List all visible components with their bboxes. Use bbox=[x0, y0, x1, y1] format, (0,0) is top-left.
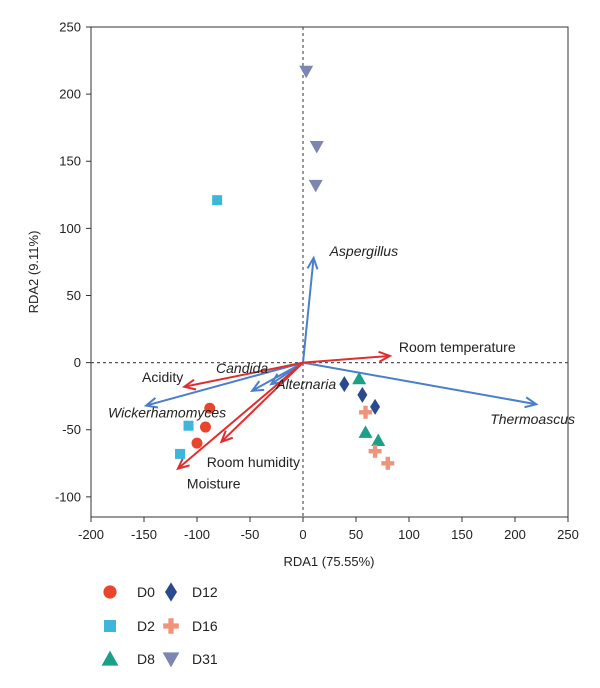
vector-arrowhead bbox=[181, 378, 197, 391]
vector-label: Room humidity bbox=[207, 454, 300, 470]
legend-marker bbox=[163, 618, 179, 634]
vector-arrowhead bbox=[524, 396, 539, 409]
vector-arrows bbox=[143, 255, 539, 471]
vector-label: Room temperature bbox=[399, 339, 516, 355]
point-d8 bbox=[352, 371, 367, 385]
y-tick-label: -100 bbox=[55, 489, 81, 504]
vector-arrowhead bbox=[219, 430, 234, 444]
legend-label: D8 bbox=[137, 651, 155, 667]
legend-item-d0: D0 bbox=[103, 584, 155, 600]
point-d31 bbox=[299, 65, 314, 79]
point-d16 bbox=[381, 456, 395, 470]
vector-shaft bbox=[302, 354, 390, 364]
x-axis-label: RDA1 (75.55%) bbox=[283, 554, 374, 569]
point-d31 bbox=[309, 140, 324, 154]
vector-label: Wickerhamomyces bbox=[108, 405, 226, 421]
vector-shaft bbox=[302, 361, 537, 406]
sample-points bbox=[175, 65, 395, 470]
legend-item-d2: D2 bbox=[104, 618, 155, 634]
legend-label: D16 bbox=[192, 618, 218, 634]
vector-arrow bbox=[143, 361, 304, 409]
y-tick-label: -50 bbox=[62, 422, 81, 437]
vector-arrow bbox=[181, 361, 304, 391]
point-d0 bbox=[199, 421, 211, 433]
point-d8 bbox=[358, 425, 373, 438]
legend-label: D0 bbox=[137, 584, 155, 600]
y-tick-label: 200 bbox=[59, 87, 81, 102]
point-d8 bbox=[371, 433, 386, 446]
legend-item-d16: D16 bbox=[163, 618, 218, 634]
vector-labels: Aspergillus Thermoascus Candida Alternaria W… bbox=[108, 243, 575, 492]
plot-frame bbox=[90, 26, 569, 518]
y-axis-label: RDA2 (9.11%) bbox=[26, 231, 41, 314]
y-tick-label: 150 bbox=[59, 154, 81, 169]
y-tick-label: 0 bbox=[74, 355, 81, 370]
x-tick-label: 250 bbox=[557, 527, 579, 542]
point-d16 bbox=[368, 444, 382, 458]
point-d12 bbox=[339, 376, 350, 393]
y-tick-label: 50 bbox=[67, 288, 81, 303]
vector-arrow bbox=[176, 361, 304, 471]
point-d2 bbox=[212, 195, 223, 206]
vector-shaft bbox=[177, 361, 304, 470]
vector-label: Alternaria bbox=[275, 376, 336, 392]
legend-label: D31 bbox=[192, 651, 218, 667]
legend-marker bbox=[162, 652, 180, 668]
x-tick-label: 150 bbox=[451, 527, 473, 542]
legend-label: D12 bbox=[192, 584, 218, 600]
vector-shaft bbox=[220, 361, 304, 443]
vector-arrow bbox=[219, 361, 304, 444]
vector-label: Acidity bbox=[142, 369, 183, 385]
legend-marker bbox=[103, 585, 117, 599]
legend-label: D2 bbox=[137, 618, 155, 634]
x-tick-label: 100 bbox=[398, 527, 420, 542]
legend-item-d31: D31 bbox=[162, 651, 218, 668]
vector-arrow bbox=[302, 350, 393, 364]
y-axis-ticks: -100 -50 0 50 100 150 200 250 bbox=[55, 20, 91, 504]
x-tick-label: 50 bbox=[349, 527, 363, 542]
zero-lines bbox=[91, 27, 568, 517]
point-d0 bbox=[204, 402, 216, 414]
vector-shaft bbox=[184, 361, 304, 388]
vector-shaft bbox=[145, 361, 304, 407]
vector-label: Thermoascus bbox=[490, 411, 575, 427]
vector-label: Candida bbox=[216, 360, 268, 376]
x-axis-ticks: -200 -150 -100 -50 0 50 100 150 200 250 bbox=[78, 517, 579, 542]
y-tick-label: 250 bbox=[59, 20, 81, 35]
point-d16 bbox=[359, 405, 373, 419]
x-tick-label: 0 bbox=[299, 527, 306, 542]
legend-item-d12: D12 bbox=[165, 582, 218, 602]
x-tick-label: -200 bbox=[78, 527, 104, 542]
legend-marker bbox=[104, 620, 116, 632]
vector-arrowhead bbox=[250, 380, 265, 392]
x-tick-label: -50 bbox=[241, 527, 260, 542]
vector-arrowhead bbox=[176, 457, 190, 471]
x-tick-label: -100 bbox=[184, 527, 210, 542]
point-d31 bbox=[308, 179, 323, 193]
point-d0 bbox=[191, 437, 203, 449]
vector-label: Moisture bbox=[187, 476, 241, 492]
legend: D0 D2 D8 D12 D16 D31 bbox=[101, 582, 218, 668]
vector-label: Aspergillus bbox=[329, 243, 398, 259]
x-tick-label: -150 bbox=[131, 527, 157, 542]
point-d2 bbox=[175, 448, 186, 459]
vector-arrowhead bbox=[378, 350, 393, 363]
point-d12 bbox=[357, 386, 368, 403]
point-d12 bbox=[370, 398, 381, 415]
vector-arrowhead bbox=[143, 397, 159, 409]
legend-marker bbox=[101, 650, 119, 666]
x-tick-label: 200 bbox=[504, 527, 526, 542]
vector-arrowhead bbox=[306, 255, 319, 270]
legend-item-d8: D8 bbox=[101, 650, 155, 667]
legend-marker bbox=[165, 582, 177, 602]
vector-arrow bbox=[302, 255, 319, 363]
y-tick-label: 100 bbox=[59, 221, 81, 236]
point-d2 bbox=[183, 420, 194, 431]
vector-arrow bbox=[302, 361, 539, 409]
vector-shaft bbox=[302, 257, 315, 363]
